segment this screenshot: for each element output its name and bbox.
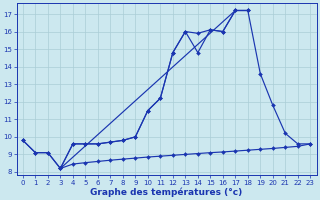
X-axis label: Graphe des températures (°c): Graphe des températures (°c) [91,187,243,197]
